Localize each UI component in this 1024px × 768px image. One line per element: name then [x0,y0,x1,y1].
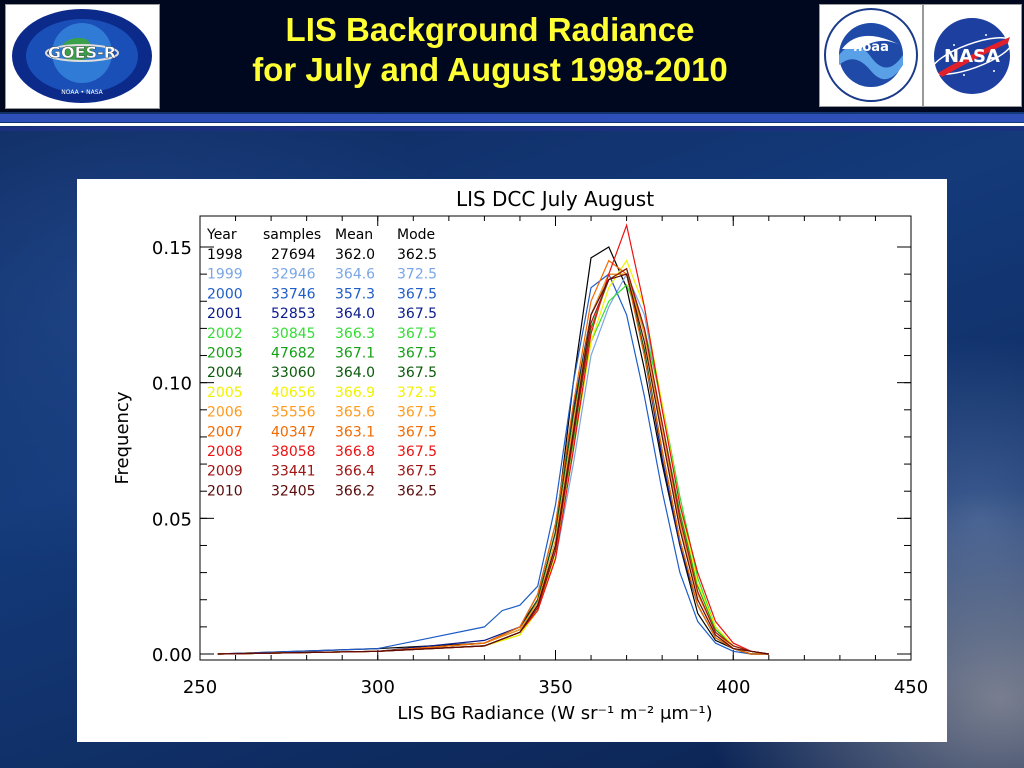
slide-header: GOES-R NOAA • NASA LIS Background Radian… [0,0,1024,112]
legend-cell-mean: 366.9 [335,385,375,401]
legend-cell-year: 2005 [207,385,243,401]
legend-cell-mean: 363.1 [335,424,375,440]
slide-title-line1: LIS Background Radiance [285,11,695,48]
legend-cell-mode: 367.5 [397,444,437,460]
legend-header: Year [206,227,237,243]
goes-r-logo-text: GOES-R [48,43,116,62]
legend-cell-samples: 40656 [271,385,316,401]
legend-cell-mean: 366.2 [335,483,375,499]
legend-cell-year: 2001 [207,306,243,322]
legend-table: Year samples Mean Mode 1998 27694 362.0 362.5 19… [206,227,437,499]
noaa-logo: noaa [824,8,918,102]
legend-cell-mean: 366.3 [335,326,375,342]
legend-cell-mean: 365.6 [335,405,375,421]
noaa-logo-box: noaa [819,4,923,107]
legend-cell-mode: 367.5 [397,326,437,342]
legend-cell-mean: 364.0 [335,306,375,322]
legend-header: Mean [335,227,373,243]
legend-cell-mode: 362.5 [397,483,437,499]
legend-header: samples [263,227,321,243]
header-stripe-white [0,123,1024,126]
line-chart: LIS DCC July August 250 300 350 400 450 0.00 0… [112,187,928,724]
legend-cell-samples: 33441 [271,464,316,480]
legend-cell-year: 2002 [207,326,243,342]
legend-cell-mean: 364.0 [335,365,375,381]
header-stripe-blue [0,114,1024,122]
y-axis-label: Frequency [112,391,133,484]
x-tick-label: 350 [538,677,572,698]
legend-cell-year: 2009 [207,464,243,480]
series-line-2010 [217,273,769,655]
legend-cell-year: 2004 [207,365,243,381]
x-tick-label: 300 [361,677,395,698]
legend-cell-mean: 367.1 [335,346,375,362]
x-tick-label: 400 [716,677,750,698]
chart-title: LIS DCC July August [456,187,654,211]
legend-cell-mode: 367.5 [397,424,437,440]
y-tick-label: 0.15 [152,238,192,259]
legend-cell-mode: 367.5 [397,306,437,322]
legend-cell-mode: 367.5 [397,464,437,480]
legend-cell-mode: 367.5 [397,365,437,381]
legend-cell-year: 1999 [207,267,243,283]
header-stripe-dark [0,127,1024,131]
legend-cell-year: 2000 [207,286,243,302]
legend-cell-mode: 367.5 [397,346,437,362]
legend-cell-mode: 372.5 [397,385,437,401]
legend-cell-samples: 35556 [271,405,316,421]
nasa-logo: NASA [931,18,1013,94]
legend-cell-year: 2006 [207,405,243,421]
legend-cell-year: 2008 [207,444,243,460]
goes-r-logo: GOES-R NOAA • NASA [12,9,152,103]
legend-cell-samples: 40347 [271,424,316,440]
nasa-logo-box: NASA [923,4,1022,107]
legend-cell-mean: 366.8 [335,444,375,460]
y-tick-label: 0.05 [152,509,192,530]
goes-r-logo-bottom-text: NOAA • NASA [61,89,103,96]
goes-r-logo-box: GOES-R NOAA • NASA [5,4,160,109]
legend-cell-year: 2003 [207,346,243,362]
x-axis-label: LIS BG Radiance (W sr⁻¹ m⁻² μm⁻¹) [397,703,712,724]
legend-cell-samples: 32946 [271,267,316,283]
legend-cell-mean: 357.3 [335,286,375,302]
series-lines [217,223,769,655]
axis-ticks: 250 300 350 400 450 0.00 0.05 0.10 0.15 [152,216,928,698]
noaa-logo-text: noaa [853,40,889,55]
legend-cell-samples: 32405 [271,483,316,499]
slide-title: LIS Background Radiance for July and Aug… [165,10,815,90]
slide-title-line2: for July and August 1998-2010 [252,51,728,88]
chart-panel: LIS DCC July August 250 300 350 400 450 0.00 0… [77,179,947,742]
x-tick-label: 450 [894,677,928,698]
legend-header: Mode [397,227,435,243]
legend-cell-year: 2010 [207,483,243,499]
x-tick-label: 250 [183,677,217,698]
legend-cell-samples: 30845 [271,326,316,342]
legend-cell-mean: 362.0 [335,247,375,263]
y-tick-label: 0.10 [152,374,192,395]
legend-cell-mode: 367.5 [397,286,437,302]
legend-cell-mode: 372.5 [397,267,437,283]
legend-cell-mean: 366.4 [335,464,375,480]
legend-cell-samples: 38058 [271,444,316,460]
y-tick-label: 0.00 [152,645,192,666]
legend-cell-samples: 52853 [271,306,316,322]
legend-cell-samples: 33746 [271,286,316,302]
legend-cell-mode: 367.5 [397,405,437,421]
legend-cell-year: 2007 [207,424,243,440]
legend-cell-samples: 27694 [271,247,316,263]
legend-cell-samples: 33060 [271,365,316,381]
nasa-logo-text: NASA [944,46,1000,67]
legend-cell-mode: 362.5 [397,247,437,263]
legend-cell-mean: 364.6 [335,267,375,283]
legend-cell-year: 1998 [207,247,243,263]
legend-cell-samples: 47682 [271,346,316,362]
series-line-2007 [217,259,769,655]
